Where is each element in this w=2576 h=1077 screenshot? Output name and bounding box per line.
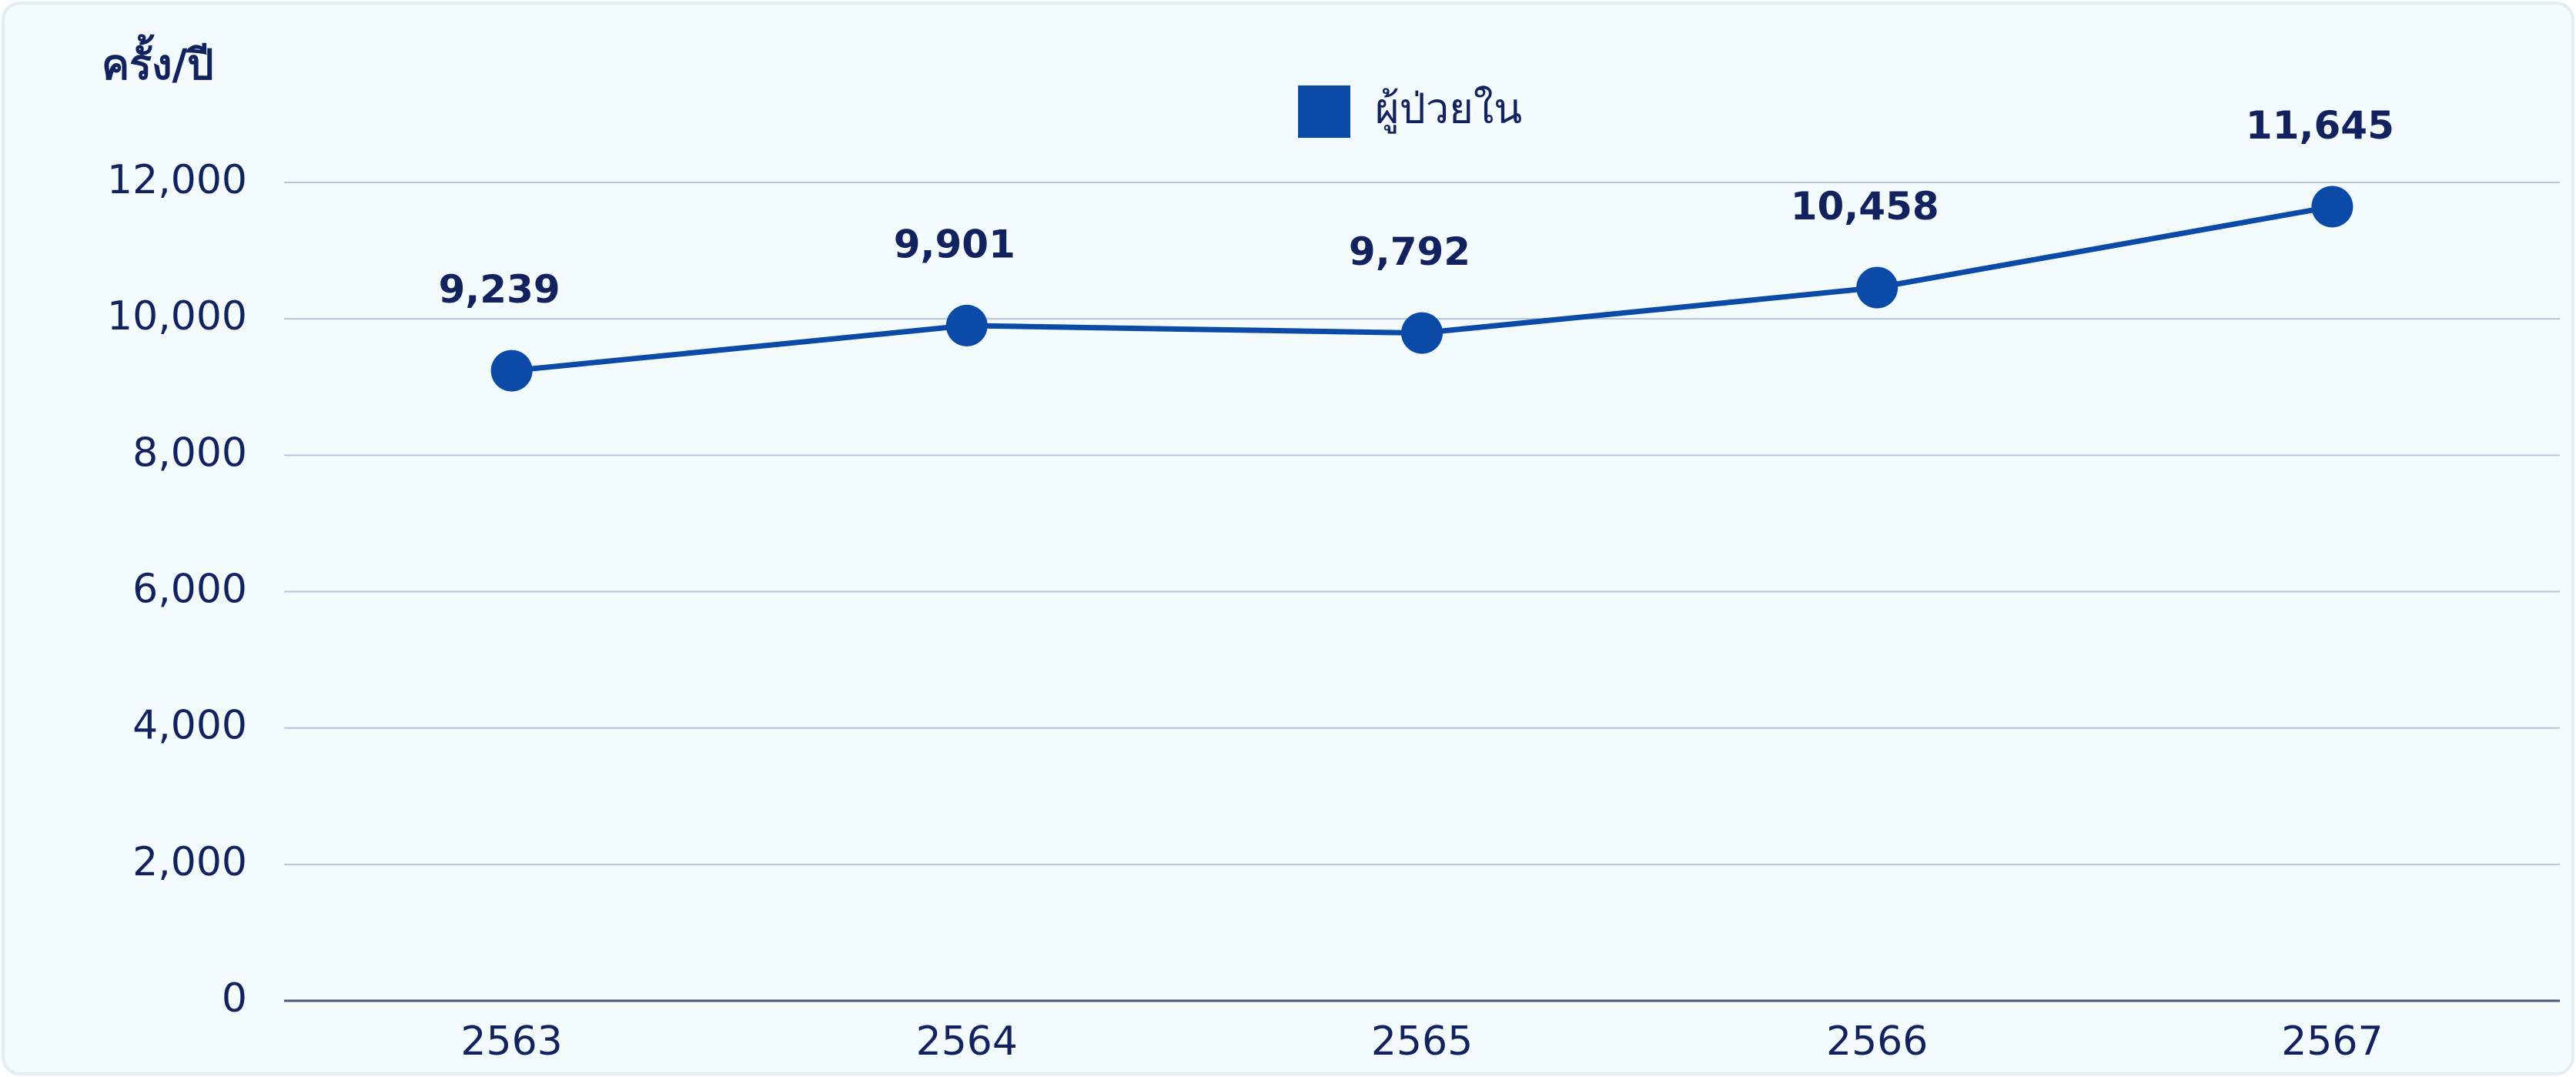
y-tick-label: 8,000 [132,430,247,476]
data-point [1401,312,1443,354]
data-label: 9,792 [1349,229,1470,274]
data-label: 11,645 [2246,103,2394,148]
x-tick-label: 2563 [460,1018,562,1065]
x-tick-label: 2565 [1371,1018,1473,1065]
x-tick-label: 2567 [2281,1018,2383,1065]
data-point [490,350,533,392]
legend-swatch [1298,85,1350,138]
y-tick-label: 10,000 [107,293,247,339]
data-label: 9,239 [439,267,560,312]
y-axis-label: ครั้ง/ปี [102,35,214,89]
data-label: 10,458 [1791,184,1939,229]
x-tick-label: 2564 [916,1018,1018,1065]
y-tick-label: 12,000 [107,157,247,203]
data-point [2311,186,2354,228]
y-tick-label: 4,000 [132,703,247,749]
legend-label: ผู้ป่วยใน [1375,85,1522,134]
data-label: 9,901 [894,222,1015,266]
y-tick-label: 6,000 [132,567,247,613]
data-point [1856,266,1899,309]
y-tick-label: 0 [222,975,247,1022]
y-tick-label: 2,000 [132,839,247,885]
data-point [945,304,988,346]
x-tick-label: 2566 [1826,1018,1928,1065]
